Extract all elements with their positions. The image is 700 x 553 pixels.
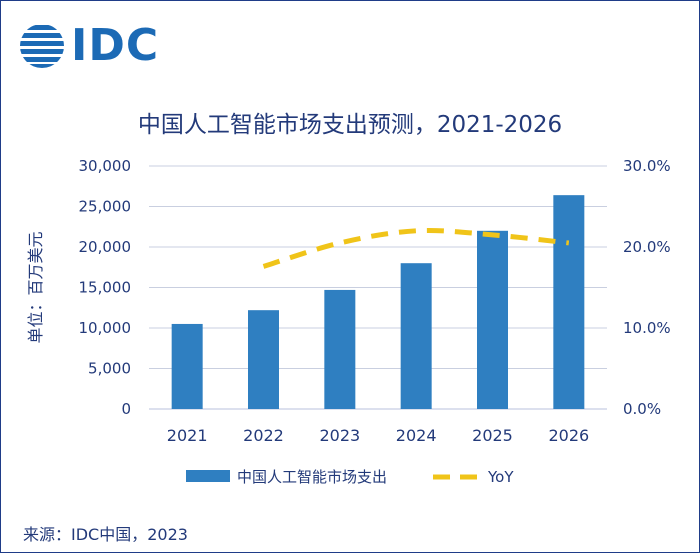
legend-bar-label: 中国人工智能市场支出 <box>237 468 387 486</box>
y-tick-label: 0 <box>121 400 131 418</box>
y-right-tick-label: 10.0% <box>623 319 671 337</box>
source-note: 来源：IDC中国，2023 <box>23 525 188 544</box>
y-tick-label: 30,000 <box>79 157 132 175</box>
y-right-tick-label: 20.0% <box>623 238 671 256</box>
y-tick-label: 20,000 <box>79 238 132 256</box>
legend-line-label: YoY <box>487 468 514 486</box>
y-tick-label: 5,000 <box>88 360 131 378</box>
x-tick-label: 2023 <box>319 426 360 445</box>
legend-bar-swatch <box>186 470 230 482</box>
chart-title: 中国人工智能市场支出预测，2021-2026 <box>138 112 562 138</box>
yoy-line <box>262 228 570 269</box>
bar <box>553 195 585 409</box>
idc-globe-icon <box>20 25 64 68</box>
bar <box>171 323 203 409</box>
x-tick-label: 2024 <box>396 426 437 445</box>
logo-text: IDC <box>71 20 160 71</box>
bar <box>400 263 432 409</box>
bar <box>477 230 508 409</box>
y-right-tick-label: 0.0% <box>623 400 661 418</box>
x-tick-label: 2021 <box>167 426 208 445</box>
bar <box>324 289 356 409</box>
y-tick-label: 10,000 <box>79 319 132 337</box>
x-tick-label: 2025 <box>472 426 513 445</box>
y-right-tick-label: 30.0% <box>623 157 671 175</box>
x-tick-label: 2026 <box>548 426 589 445</box>
y-tick-label: 25,000 <box>79 198 132 216</box>
x-tick-label: 2022 <box>243 426 284 445</box>
bar <box>248 310 279 409</box>
y-tick-label: 15,000 <box>79 279 132 297</box>
idc-logo: IDC <box>19 23 159 69</box>
y-axis-label: 单位：百万美元 <box>26 231 45 343</box>
